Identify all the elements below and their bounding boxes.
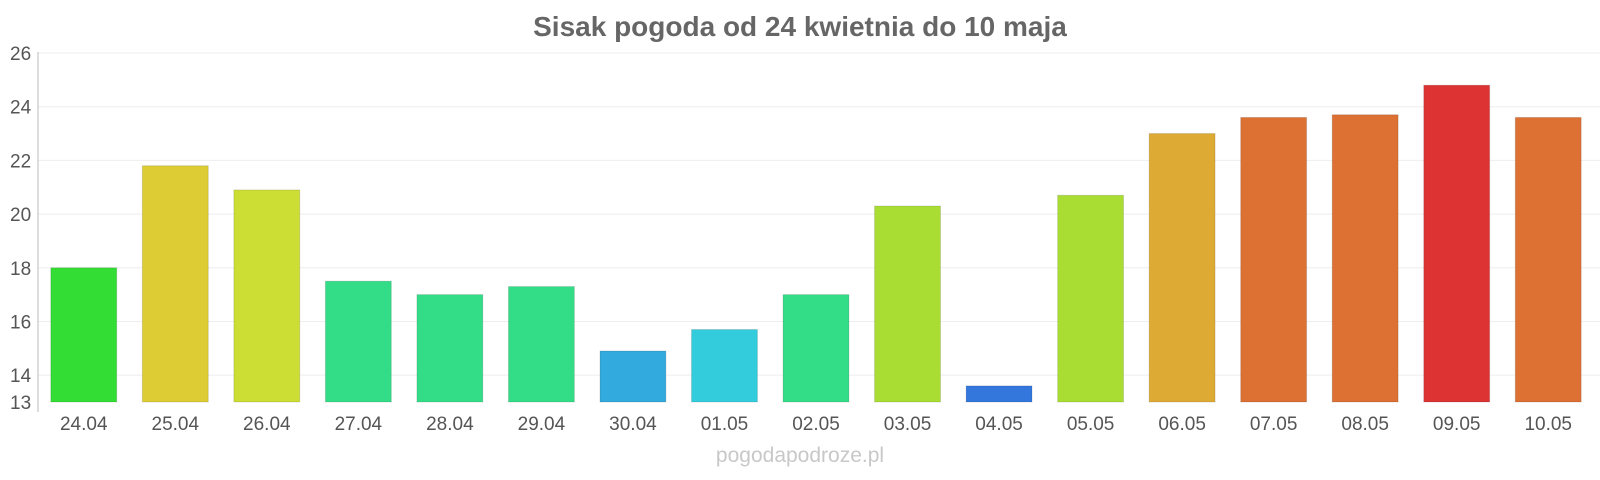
bar-25.04 [141, 165, 209, 403]
bars [50, 84, 1582, 403]
y-tick-label: 22 [10, 151, 31, 172]
bar-02.05 [782, 294, 850, 403]
bar-10.05 [1514, 116, 1582, 403]
y-tick-label: 13 [10, 393, 31, 414]
x-tick-label: 08.05 [1341, 414, 1389, 435]
bar-05.05 [1057, 194, 1125, 403]
x-tick-label: 25.04 [152, 414, 200, 435]
bar-27.04 [324, 280, 392, 403]
x-tick-label: 03.05 [884, 414, 932, 435]
y-tick-label: 18 [10, 259, 31, 280]
chart-title: Sisak pogoda od 24 kwietnia do 10 maja [533, 11, 1067, 42]
bar-28.04 [416, 294, 484, 403]
y-tick-label: 26 [10, 44, 31, 65]
x-tick-label: 05.05 [1067, 414, 1115, 435]
bar-06.05 [1148, 133, 1216, 403]
x-tick-label: 01.05 [701, 414, 749, 435]
y-axis-ticks: 13 14 16 18 20 22 24 26 [10, 44, 32, 414]
bar-30.04 [599, 350, 667, 403]
x-tick-label: 06.05 [1158, 414, 1206, 435]
x-tick-label: 04.05 [975, 414, 1023, 435]
y-tick-label: 16 [10, 312, 31, 333]
bar-08.05 [1331, 114, 1399, 403]
x-tick-label: 28.04 [426, 414, 474, 435]
y-tick-label: 20 [10, 205, 31, 226]
x-tick-label: 09.05 [1433, 414, 1481, 435]
x-tick-label: 29.04 [518, 414, 566, 435]
x-tick-label: 24.04 [60, 414, 108, 435]
x-tick-label: 02.05 [792, 414, 840, 435]
y-tick-label: 14 [10, 366, 32, 387]
bar-24.04 [50, 267, 118, 403]
bar-09.05 [1423, 84, 1491, 403]
bar-01.05 [691, 329, 758, 403]
bar-04.05 [965, 385, 1033, 403]
x-tick-label: 26.04 [243, 414, 291, 435]
x-tick-label: 07.05 [1250, 414, 1298, 435]
x-axis-ticks: 24.04 25.04 26.04 27.04 28.04 29.04 30.04 01.05… [60, 414, 1572, 435]
y-tick-label: 24 [10, 98, 32, 119]
bar-03.05 [874, 205, 941, 403]
bar-26.04 [233, 189, 301, 403]
bar-29.04 [507, 286, 575, 403]
x-tick-label: 10.05 [1524, 414, 1572, 435]
x-tick-label: 27.04 [335, 414, 383, 435]
watermark: pogodapodroze.pl [716, 444, 884, 467]
x-tick-label: 30.04 [609, 414, 657, 435]
bar-07.05 [1240, 116, 1308, 403]
